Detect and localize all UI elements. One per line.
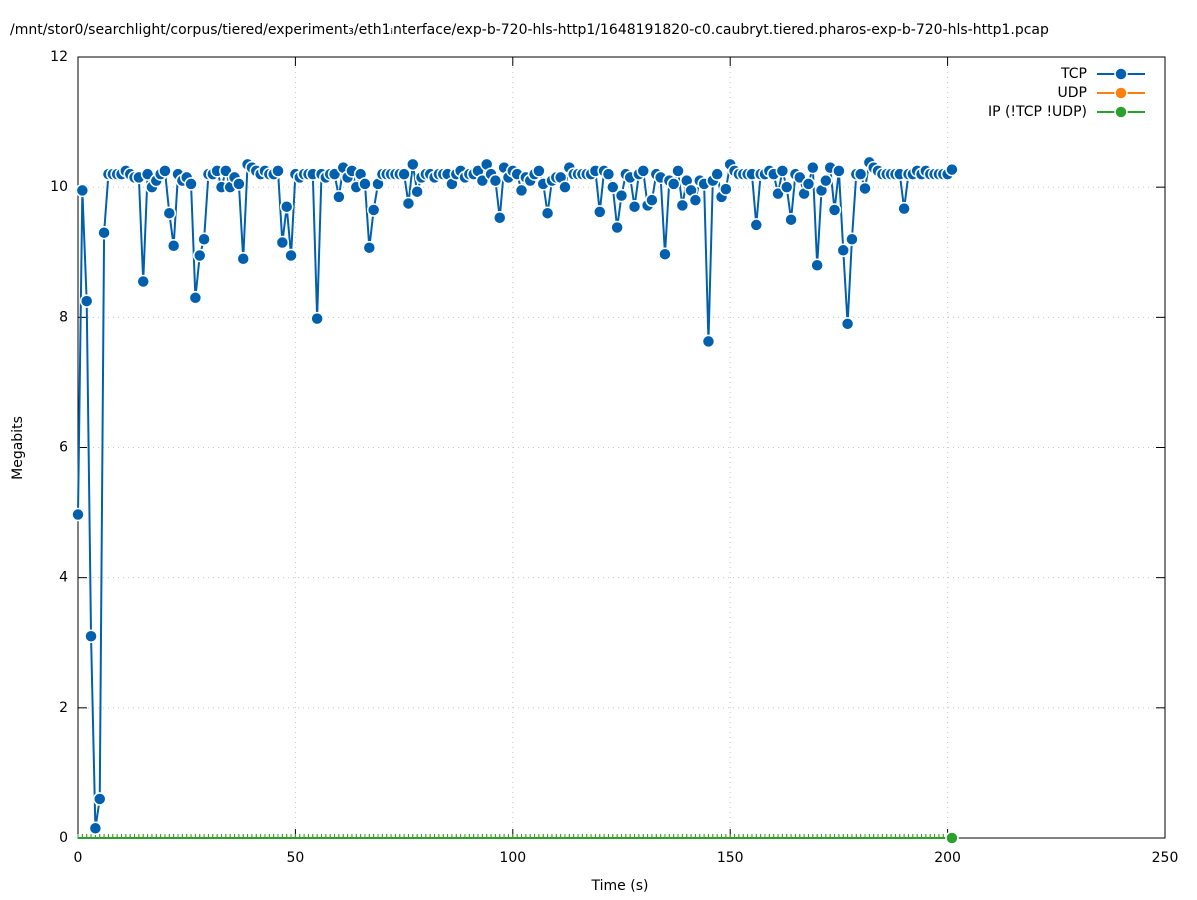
point: [675, 198, 690, 213]
point: [97, 225, 111, 240]
point: [606, 180, 620, 194]
point: [136, 274, 150, 289]
point: [610, 220, 624, 235]
legend-marker: [1114, 67, 1128, 81]
point: [232, 177, 246, 191]
point: [645, 193, 659, 207]
point: [358, 177, 372, 191]
point: [540, 206, 555, 220]
point: [819, 173, 833, 188]
point: [166, 238, 181, 253]
point: [332, 190, 346, 204]
point: [775, 164, 790, 178]
point: [853, 167, 868, 181]
point: [749, 218, 764, 232]
point: [75, 183, 90, 198]
point: [810, 258, 824, 273]
point: [801, 177, 816, 191]
point: [71, 507, 85, 522]
y-tick-label: 8: [59, 309, 68, 325]
point: [601, 167, 616, 181]
point: [897, 201, 911, 216]
x-tick-label: 50: [286, 850, 304, 866]
point: [493, 211, 507, 225]
point: [514, 183, 529, 198]
x-tick-label: 150: [717, 850, 744, 866]
y-axis-label: Megabits: [10, 416, 26, 480]
point: [401, 196, 416, 211]
point: [279, 199, 294, 214]
point: [593, 205, 607, 219]
x-tick-label: 100: [499, 850, 526, 866]
point: [488, 173, 503, 188]
point: [79, 294, 94, 308]
point: [410, 184, 424, 199]
point: [710, 167, 724, 181]
x-tick-label: 250: [1152, 850, 1179, 866]
point: [701, 334, 716, 349]
point: [184, 177, 198, 191]
point: [397, 167, 411, 181]
point: [310, 311, 324, 326]
point: [845, 232, 859, 246]
point: [671, 164, 685, 178]
point: [192, 248, 207, 263]
legend-label: UDP: [1058, 85, 1087, 101]
point: [806, 160, 820, 175]
point: [658, 247, 672, 261]
point: [275, 235, 290, 250]
point: [636, 164, 650, 178]
point: [666, 177, 681, 191]
point: [271, 164, 285, 178]
point: [362, 240, 377, 255]
point: [614, 188, 629, 203]
point: [366, 203, 381, 217]
point: [162, 206, 177, 220]
point: [945, 831, 959, 845]
point: [945, 162, 959, 177]
point: [779, 180, 794, 194]
legend-marker: [1114, 86, 1128, 100]
y-tick-label: 10: [50, 179, 68, 195]
point: [158, 164, 172, 178]
point: [627, 199, 642, 214]
point: [719, 182, 733, 196]
point: [827, 203, 842, 217]
x-axis-label: Time (s): [591, 878, 649, 894]
point: [188, 291, 203, 305]
y-tick-label: 0: [59, 830, 68, 846]
legend-label: TCP: [1060, 66, 1087, 82]
point: [406, 157, 420, 172]
point: [284, 248, 298, 263]
point: [840, 317, 855, 331]
point: [832, 164, 846, 178]
x-tick-label: 200: [934, 850, 961, 866]
point: [836, 243, 850, 258]
y-tick-label: 4: [59, 570, 68, 586]
point: [236, 252, 250, 266]
point: [784, 212, 798, 227]
chart-title: /mnt/stor0/searchlight/corpus/tiered/exp…: [10, 22, 1049, 38]
y-tick-label: 6: [59, 440, 68, 456]
y-tick-label: 2: [59, 700, 68, 716]
point: [88, 821, 103, 835]
point: [688, 193, 703, 207]
y-tick-label: 12: [50, 49, 68, 65]
x-tick-label: 0: [74, 850, 83, 866]
point: [84, 629, 98, 643]
point: [858, 181, 872, 196]
point: [92, 792, 107, 806]
legend-marker: [1114, 105, 1128, 119]
point: [197, 232, 211, 246]
point: [532, 164, 546, 178]
legend-label: IP (!TCP !UDP): [988, 104, 1087, 120]
point: [558, 180, 572, 194]
